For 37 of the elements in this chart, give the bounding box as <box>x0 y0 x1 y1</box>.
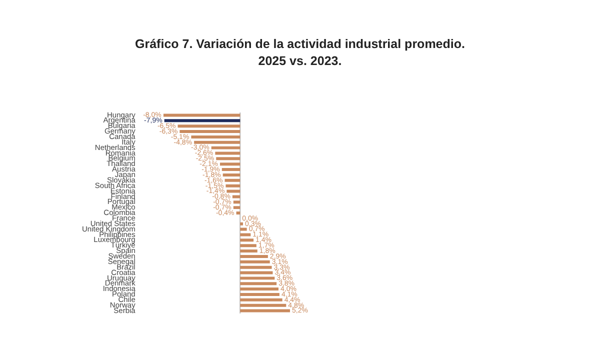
bar <box>240 298 282 302</box>
bar <box>240 238 254 242</box>
bar <box>194 140 240 144</box>
bar <box>233 206 240 210</box>
bar <box>240 292 280 296</box>
bar <box>224 178 240 182</box>
bar <box>240 254 268 258</box>
bar <box>178 124 240 128</box>
bar <box>240 304 286 307</box>
bar <box>240 276 275 280</box>
bar <box>222 168 240 172</box>
bar <box>163 114 240 117</box>
bar <box>240 222 243 226</box>
bar <box>211 146 240 150</box>
bar <box>240 271 273 274</box>
bar <box>191 135 240 138</box>
bar <box>232 195 240 198</box>
bar <box>240 244 256 248</box>
bar <box>215 152 240 155</box>
bar <box>226 190 240 193</box>
bar <box>220 162 240 166</box>
bar <box>216 157 240 160</box>
bar <box>240 309 290 312</box>
bar <box>240 288 278 291</box>
chart-title: Gráfico 7. Variación de la actividad industrial promedio. 2025 vs. 2023. <box>134 36 466 70</box>
bar <box>240 250 258 253</box>
bar <box>240 228 247 231</box>
bar <box>240 260 270 264</box>
bar <box>222 173 240 176</box>
bar <box>240 282 277 286</box>
bar <box>236 212 240 214</box>
bar <box>180 130 240 134</box>
bar <box>226 184 240 188</box>
bar <box>233 200 240 204</box>
bar <box>164 119 240 122</box>
bar <box>240 266 272 269</box>
bar <box>240 233 251 236</box>
